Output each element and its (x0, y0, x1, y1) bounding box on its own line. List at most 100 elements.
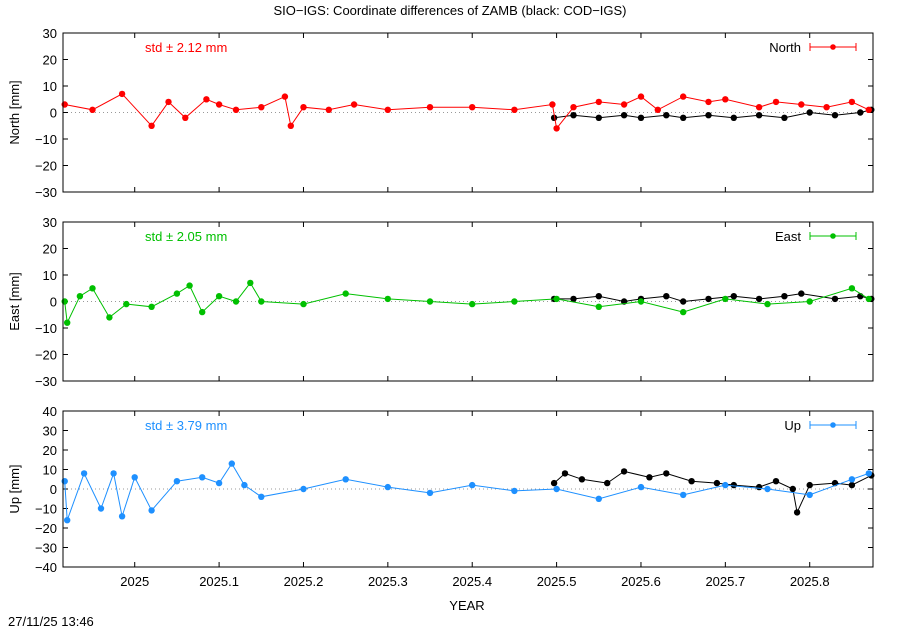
data-point (426, 489, 434, 497)
data-point (80, 470, 88, 477)
data-point (384, 483, 391, 491)
y-tick-label: −30 (35, 541, 57, 556)
data-point (110, 470, 117, 477)
data-point (384, 106, 391, 114)
legend-marker (830, 422, 836, 428)
data-point (97, 505, 105, 512)
data-point (165, 98, 172, 106)
data-point (764, 300, 771, 308)
series-sioigs (61, 460, 872, 524)
data-point (63, 517, 71, 524)
data-point (637, 298, 645, 305)
data-point (722, 96, 729, 103)
y-axis-label: East [mm] (7, 272, 22, 331)
data-point (680, 93, 687, 100)
data-point (646, 474, 653, 481)
data-point (705, 295, 712, 303)
data-point (570, 295, 577, 303)
series-line (64, 462, 869, 521)
data-point (215, 101, 223, 108)
data-point (173, 478, 181, 485)
x-tick-label: 2025 (120, 574, 149, 589)
data-point (680, 491, 687, 499)
data-point (118, 513, 126, 520)
data-point (300, 300, 307, 308)
data-point (663, 470, 670, 477)
data-point (730, 114, 737, 122)
data-point (722, 295, 729, 303)
data-point (131, 474, 138, 481)
data-point (578, 476, 586, 483)
data-point (620, 468, 628, 475)
data-point (730, 293, 737, 300)
plot-frame (62, 32, 874, 193)
data-point (663, 293, 670, 300)
data-point (300, 485, 307, 493)
data-point (241, 481, 248, 489)
y-tick-label: −40 (35, 560, 57, 575)
data-point (281, 93, 289, 100)
legend-label: Up (784, 418, 801, 433)
data-point (148, 507, 155, 514)
data-point (680, 308, 687, 316)
data-point (781, 293, 788, 300)
data-point (325, 106, 332, 114)
data-point (199, 474, 206, 481)
data-point (511, 487, 518, 495)
y-tick-label: 40 (43, 404, 57, 419)
legend-east: East (775, 229, 857, 244)
y-tick-label: −20 (35, 521, 57, 536)
data-point (637, 483, 645, 491)
x-axis-label: YEAR (449, 598, 484, 613)
data-point (182, 114, 189, 122)
data-point (781, 114, 788, 122)
data-point (806, 481, 813, 489)
data-point (663, 112, 670, 119)
data-point (258, 104, 265, 111)
data-point (620, 112, 628, 119)
y-tick-label: 0 (50, 482, 57, 497)
y-tick-label: 10 (43, 268, 57, 283)
data-point (553, 485, 560, 493)
data-point (186, 282, 193, 289)
series-line (64, 282, 870, 325)
data-point (848, 481, 856, 489)
data-point (604, 479, 611, 487)
data-point (89, 106, 96, 114)
x-tick-label: 2025.3 (368, 574, 408, 589)
data-point (806, 109, 813, 116)
data-point (61, 298, 68, 305)
y-tick-label: 20 (43, 242, 57, 257)
data-point (173, 290, 181, 297)
data-point (595, 293, 602, 300)
data-point (637, 93, 645, 100)
data-point (865, 295, 872, 303)
data-point (203, 96, 210, 103)
panels: −30 −20 −10 0 10 20 30 North [mm] std ± 2.12 mm N… (7, 26, 875, 589)
timestamp: 27/11/25 13:46 (8, 614, 94, 629)
std-label: std ± 2.12 mm (145, 40, 227, 55)
data-point (232, 106, 240, 114)
data-point (798, 101, 805, 108)
x-tick-label: 2025.1 (199, 574, 239, 589)
data-point (106, 314, 113, 321)
data-point (148, 303, 155, 310)
data-point (228, 460, 235, 467)
data-point (848, 98, 856, 106)
y-tick-label: −20 (35, 348, 57, 363)
data-point (63, 319, 71, 326)
data-point (798, 290, 805, 297)
plot-frame (62, 221, 874, 382)
y-tick-label: −10 (35, 502, 57, 517)
series-line (553, 470, 872, 515)
data-point (755, 295, 763, 303)
std-label: std ± 2.05 mm (145, 229, 227, 244)
data-point (61, 478, 68, 485)
data-point (342, 476, 349, 483)
y-tick-label: 10 (43, 463, 57, 478)
chart-title: SIO−IGS: Coordinate differences of ZAMB … (273, 3, 626, 18)
data-point (680, 298, 687, 305)
data-point (722, 481, 729, 489)
y-tick-label: 30 (43, 215, 57, 230)
data-point (232, 298, 240, 305)
